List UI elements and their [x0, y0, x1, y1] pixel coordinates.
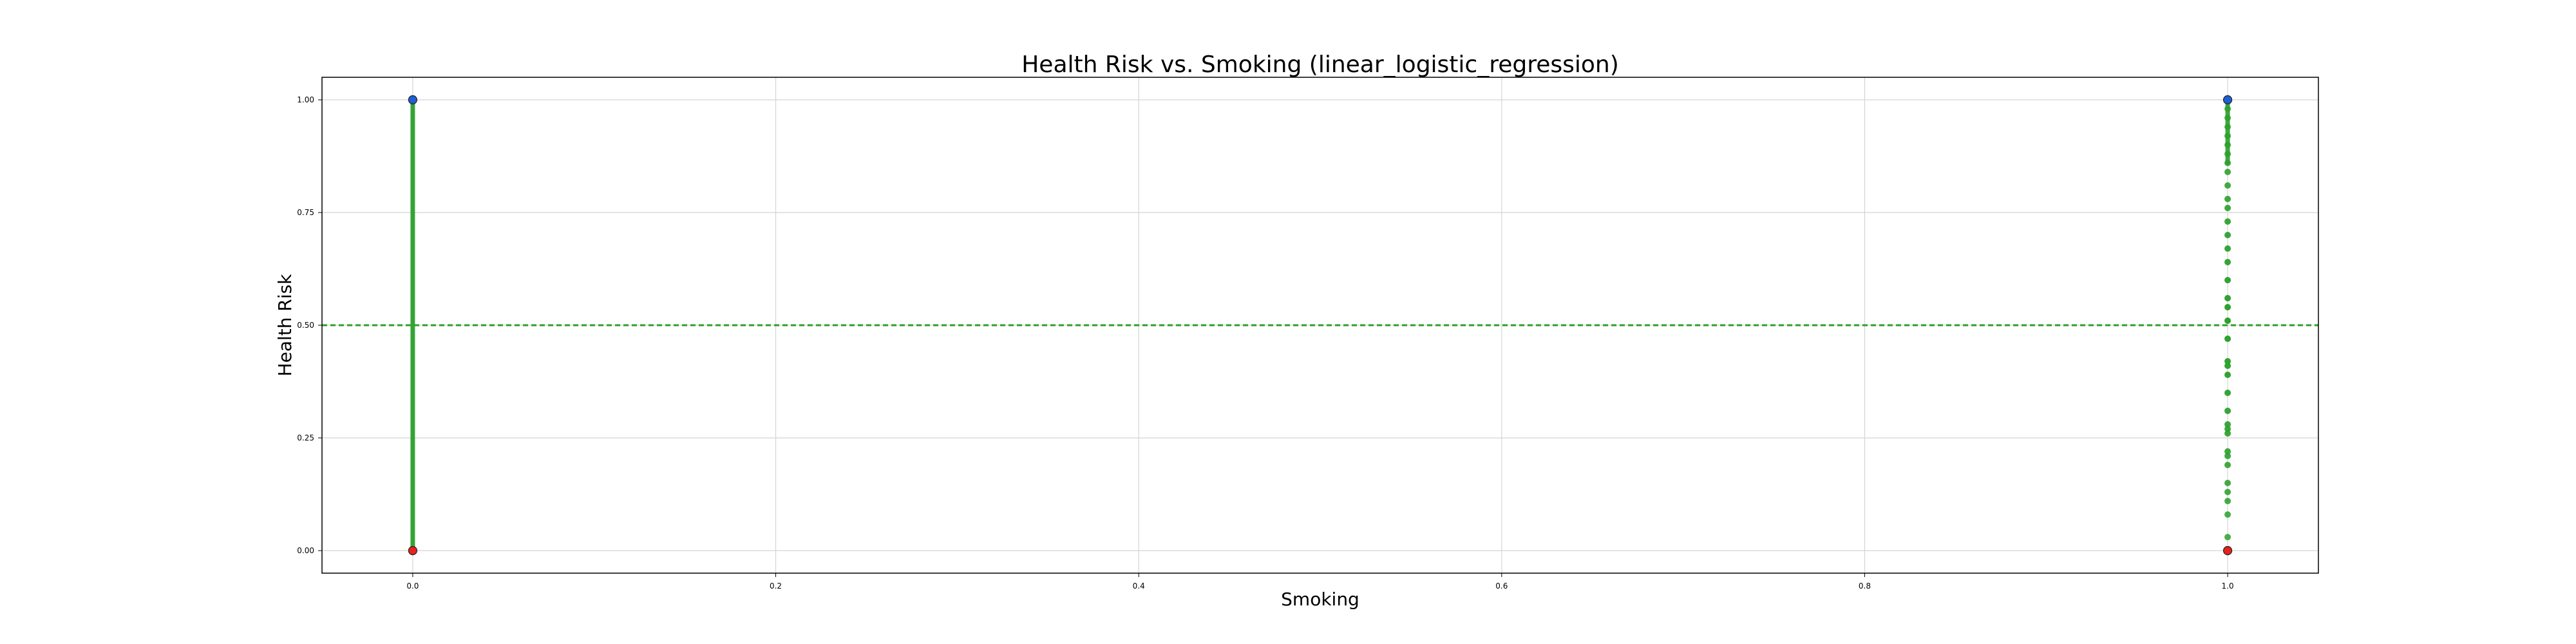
predicted-point — [2224, 358, 2231, 365]
predicted-point — [2224, 480, 2231, 486]
predicted-point — [2224, 160, 2231, 166]
predicted-point — [2224, 259, 2231, 265]
predicted-point — [2224, 363, 2231, 369]
y-axis-label: Health Risk — [274, 274, 296, 377]
predicted-point — [2224, 317, 2231, 324]
x-axis-label: Smoking — [1281, 589, 1359, 610]
predicted-point — [2224, 277, 2231, 283]
predicted-point — [2224, 151, 2231, 157]
predicted-point — [2224, 372, 2231, 378]
predicted-point — [2224, 115, 2231, 121]
predicted-point — [2224, 430, 2231, 437]
y-tick-label: 0.75 — [297, 208, 314, 217]
predicted-point — [2224, 169, 2231, 175]
predicted-point — [2224, 462, 2231, 468]
predicted-point — [2224, 498, 2231, 504]
predicted-point — [2224, 489, 2231, 495]
predicted-point — [2224, 124, 2231, 130]
predicted-point — [2224, 133, 2231, 139]
predicted-point — [2224, 142, 2231, 148]
actual-point — [2222, 545, 2233, 556]
predicted-point — [2224, 196, 2231, 202]
x-tick-label: 0.0 — [406, 582, 419, 591]
predicted-point — [2224, 426, 2231, 432]
predicted-point — [2224, 390, 2231, 396]
x-tick-label: 1.0 — [2222, 582, 2234, 591]
actual-series — [408, 95, 2233, 556]
predicted-point — [2224, 453, 2231, 459]
predicted-point — [2224, 205, 2231, 211]
ticks: 0.0 0.2 0.4 0.6 0.8 1.0 0.00 0.25 0.50 0.75 1.00 — [297, 95, 2233, 591]
x-tick-label: 0.8 — [1859, 582, 1871, 591]
predicted-point — [2224, 232, 2231, 238]
y-tick-label: 1.00 — [297, 95, 314, 104]
predicted-point — [2224, 408, 2231, 414]
grid — [322, 77, 2318, 573]
predicted-point — [2224, 304, 2231, 310]
predicted-point — [2224, 106, 2231, 112]
actual-point — [408, 545, 418, 556]
predicted-point — [2224, 245, 2231, 252]
predicted-point — [2224, 448, 2231, 455]
x-tick-label: 0.6 — [1495, 582, 1508, 591]
y-tick-label: 0.25 — [297, 433, 314, 442]
predicted-point — [2224, 182, 2231, 189]
predicted-point — [2224, 295, 2231, 301]
x-tick-label: 0.2 — [770, 582, 782, 591]
predicted-point — [2224, 336, 2231, 342]
predicted-point — [2224, 421, 2231, 428]
predicted-point — [2224, 218, 2231, 225]
x-tick-label: 0.4 — [1133, 582, 1145, 591]
actual-point — [408, 95, 418, 105]
actual-point — [2222, 95, 2233, 105]
predicted-point — [2224, 511, 2231, 518]
predicted-point — [2224, 534, 2231, 540]
y-tick-label: 0.00 — [297, 546, 314, 555]
y-tick-label: 0.50 — [297, 321, 314, 330]
chart-title: Health Risk vs. Smoking (linear_logistic… — [1021, 52, 1619, 78]
predicted-series — [410, 97, 2231, 553]
